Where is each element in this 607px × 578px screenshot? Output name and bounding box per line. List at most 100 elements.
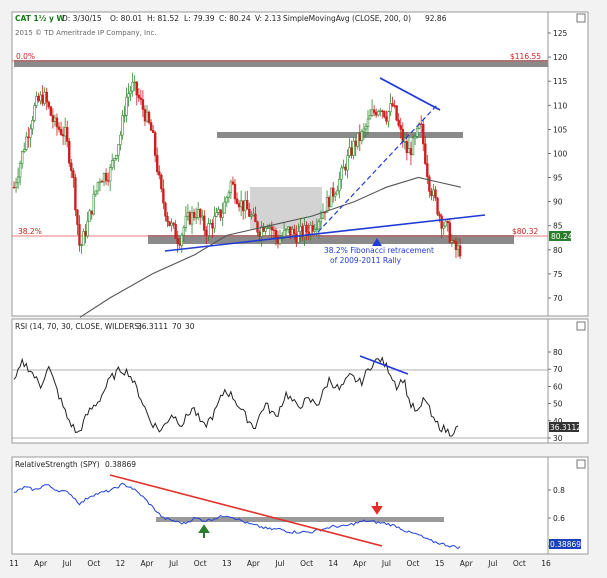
y-tick-label: 90 (553, 198, 563, 207)
x-tick-label: Oct (407, 559, 420, 568)
header-open: O: 80.01 (110, 14, 142, 23)
y-tick-label: 115 (553, 77, 568, 86)
x-tick-label: Jul (168, 559, 178, 568)
y-tick-label: 30 (553, 434, 563, 443)
candle-body (409, 148, 413, 156)
candle-body (164, 202, 167, 217)
candle-body (407, 148, 411, 154)
candle-body (401, 129, 404, 143)
candle-body (135, 81, 138, 96)
candle-body (379, 110, 382, 112)
x-tick-label: Jul (487, 559, 497, 568)
rs-line (13, 482, 461, 550)
last-price-tag (549, 231, 571, 241)
candle-body (334, 193, 337, 197)
x-tick-label: Apr (141, 559, 155, 568)
candle-body (338, 178, 341, 192)
candle-body (315, 228, 319, 231)
candle-body (282, 229, 286, 237)
candle-body (35, 96, 38, 106)
candle-body (121, 115, 124, 136)
candle-body (23, 149, 26, 152)
candle-body (274, 229, 278, 238)
candle-body (145, 111, 149, 122)
candle-body (31, 120, 34, 130)
candle-body (213, 216, 216, 229)
candle-body (151, 130, 155, 133)
x-tick-label: Apr (353, 559, 367, 568)
candle-body (348, 147, 351, 156)
candle-body (248, 208, 251, 217)
candle-body (452, 240, 456, 242)
support-trendline (164, 214, 486, 252)
y-tick-label: 0.6 (553, 514, 565, 523)
candle-body (454, 241, 458, 250)
candle-body (291, 228, 294, 236)
candle-body (174, 224, 177, 239)
rsi-last-tag (549, 422, 579, 432)
candle-body (428, 176, 431, 192)
candle-body (94, 190, 98, 195)
candle-body (49, 106, 53, 116)
symbol-label: CAT 1½ y W (15, 14, 66, 23)
up-arrow-icon (198, 524, 210, 538)
candle-body (209, 222, 212, 225)
consolidation-box (250, 187, 322, 229)
candle-body (178, 243, 181, 246)
x-tick-label: Apr (247, 559, 261, 568)
x-tick-label: Apr (34, 559, 48, 568)
candle-body (331, 187, 335, 197)
resistance-band-100 (217, 132, 463, 138)
candle-body (434, 189, 437, 199)
candle-body (231, 181, 235, 185)
candle-body (366, 118, 370, 127)
candle-body (358, 132, 361, 141)
candle-body (440, 215, 443, 229)
price-y-axis: 125 120 115 110 105 100 95 90 85 80 75 70 (548, 29, 568, 303)
candle-body (199, 209, 202, 218)
y-tick-label: 40 (553, 417, 563, 426)
y-tick-label: 60 (553, 382, 563, 391)
candle-body (233, 183, 237, 200)
candle-body (70, 162, 73, 172)
candle-body (192, 212, 196, 218)
candle-body (41, 94, 44, 104)
candle-body (158, 171, 161, 176)
candle-body (270, 226, 274, 231)
rs-support-band (156, 517, 444, 522)
price-header: CAT 1½ y W D: 3/30/15 O: 80.01 H: 81.52 … (15, 14, 447, 23)
x-tick-label: Apr (460, 559, 474, 568)
candle-body (18, 163, 22, 178)
panel-settings-icon[interactable] (576, 321, 586, 331)
panel-settings-icon[interactable] (576, 459, 586, 469)
y-tick-label: 125 (553, 29, 568, 38)
candle-body (411, 137, 415, 156)
candle-body (336, 190, 339, 195)
candle-body (364, 126, 368, 130)
x-tick-label: Oct (300, 559, 313, 568)
candle-body (223, 201, 226, 214)
candle-body (147, 111, 151, 123)
candle-body (123, 115, 126, 117)
candle-body (113, 158, 116, 161)
fib-top-price: $116.55 (510, 52, 541, 61)
header-volume: V: 2.13 (255, 14, 281, 23)
candle-body (446, 220, 449, 224)
candle-body (250, 214, 253, 217)
x-tick-label: 11 (9, 559, 19, 568)
x-tick-label: 16 (541, 559, 551, 568)
annotation-line2: of 2009-2011 Rally (330, 256, 402, 265)
panel-settings-icon[interactable] (576, 13, 586, 23)
candle-body (141, 99, 145, 110)
candle-body (372, 109, 376, 113)
y-tick-label: 85 (553, 222, 563, 231)
candle-body (100, 181, 104, 183)
rsi-panel (11, 318, 549, 444)
y-tick-label: 120 (553, 53, 568, 62)
candle-body (317, 221, 321, 230)
y-tick-label: 80 (553, 348, 563, 357)
candle-body (244, 200, 247, 212)
rsi-header-label: RSI (14, 70, 30, CLOSE, WILDERS) (15, 322, 142, 331)
candle-body (80, 244, 83, 247)
candle-body (413, 136, 417, 139)
